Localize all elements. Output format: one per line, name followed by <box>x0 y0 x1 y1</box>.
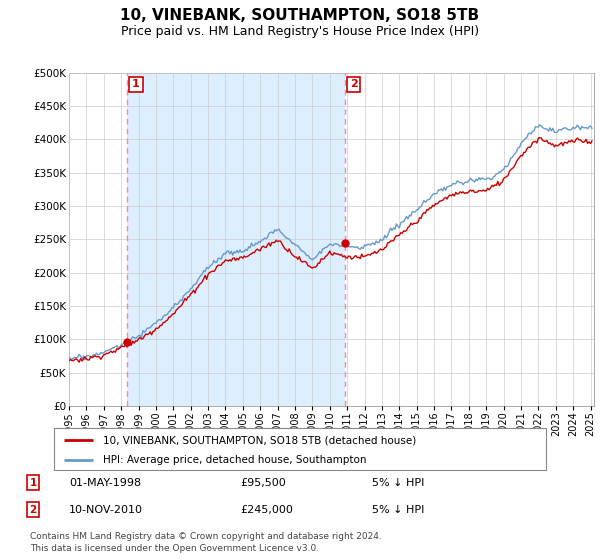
Text: HPI: Average price, detached house, Southampton: HPI: Average price, detached house, Sout… <box>103 455 367 465</box>
Text: 10-NOV-2010: 10-NOV-2010 <box>69 505 143 515</box>
Text: 2: 2 <box>29 505 37 515</box>
Text: 5% ↓ HPI: 5% ↓ HPI <box>372 505 424 515</box>
Text: 01-MAY-1998: 01-MAY-1998 <box>69 478 141 488</box>
Text: 2: 2 <box>350 80 358 90</box>
Text: 1: 1 <box>29 478 37 488</box>
Text: Price paid vs. HM Land Registry's House Price Index (HPI): Price paid vs. HM Land Registry's House … <box>121 25 479 38</box>
Text: 1: 1 <box>132 80 140 90</box>
Text: £245,000: £245,000 <box>240 505 293 515</box>
Text: Contains HM Land Registry data © Crown copyright and database right 2024.
This d: Contains HM Land Registry data © Crown c… <box>30 533 382 553</box>
Text: 5% ↓ HPI: 5% ↓ HPI <box>372 478 424 488</box>
Text: £95,500: £95,500 <box>240 478 286 488</box>
Text: 10, VINEBANK, SOUTHAMPTON, SO18 5TB (detached house): 10, VINEBANK, SOUTHAMPTON, SO18 5TB (det… <box>103 435 416 445</box>
Text: 10, VINEBANK, SOUTHAMPTON, SO18 5TB: 10, VINEBANK, SOUTHAMPTON, SO18 5TB <box>121 8 479 24</box>
Bar <box>127 73 345 406</box>
